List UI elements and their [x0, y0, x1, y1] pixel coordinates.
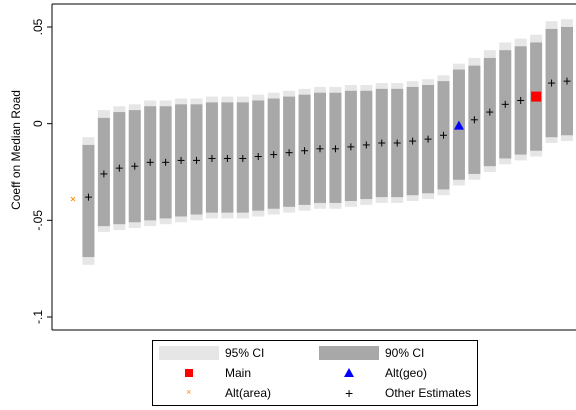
- legend-label-alt-area: Alt(area): [225, 386, 272, 400]
- legend-marker-alt-geo: [344, 368, 354, 377]
- legend-item-alt-geo: Alt(geo): [319, 365, 469, 381]
- legend-swatch-ci95: [159, 346, 219, 360]
- legend-item-main: Main: [159, 365, 309, 381]
- y-tick-label: -.1: [31, 310, 45, 324]
- plot-frame: [51, 3, 576, 331]
- legend-label-main: Main: [225, 366, 252, 380]
- legend-label-other: Other Estimates: [385, 386, 472, 400]
- legend-marker-alt-area: ×: [186, 387, 192, 397]
- legend-label-ci95: 95% CI: [225, 346, 265, 360]
- alt-area-marker: [70, 196, 76, 202]
- alt-geo-marker: [453, 120, 464, 130]
- y-tick-label: 0: [31, 120, 45, 127]
- legend-swatch-ci90: [319, 346, 379, 360]
- y-axis-label: Coeff on Median Road: [9, 90, 23, 210]
- chart: .05 0 -.05 -.1 Coeff on Median Road: [9, 3, 576, 331]
- y-axis: .05 0 -.05 -.1: [31, 18, 52, 324]
- legend-label-alt-geo: Alt(geo): [385, 366, 428, 380]
- legend-item-ci90: 90% CI: [319, 345, 469, 361]
- y-tick-label: -.05: [31, 210, 45, 231]
- estimate-markers: [70, 77, 571, 202]
- legend-marker-other: +: [345, 385, 354, 401]
- legend-label-ci90: 90% CI: [385, 346, 425, 360]
- legend-marker-main: [185, 369, 193, 377]
- legend-item-ci95: 95% CI: [159, 345, 309, 361]
- legend-item-other: + Other Estimates: [319, 385, 479, 401]
- main-marker: [531, 91, 542, 102]
- legend: 95% CI 90% CI Main Alt(geo) × Alt(area) …: [152, 340, 478, 406]
- ci90-bar: [82, 144, 95, 258]
- y-tick-label: .05: [31, 18, 45, 35]
- legend-item-alt-area: × Alt(area): [159, 385, 309, 401]
